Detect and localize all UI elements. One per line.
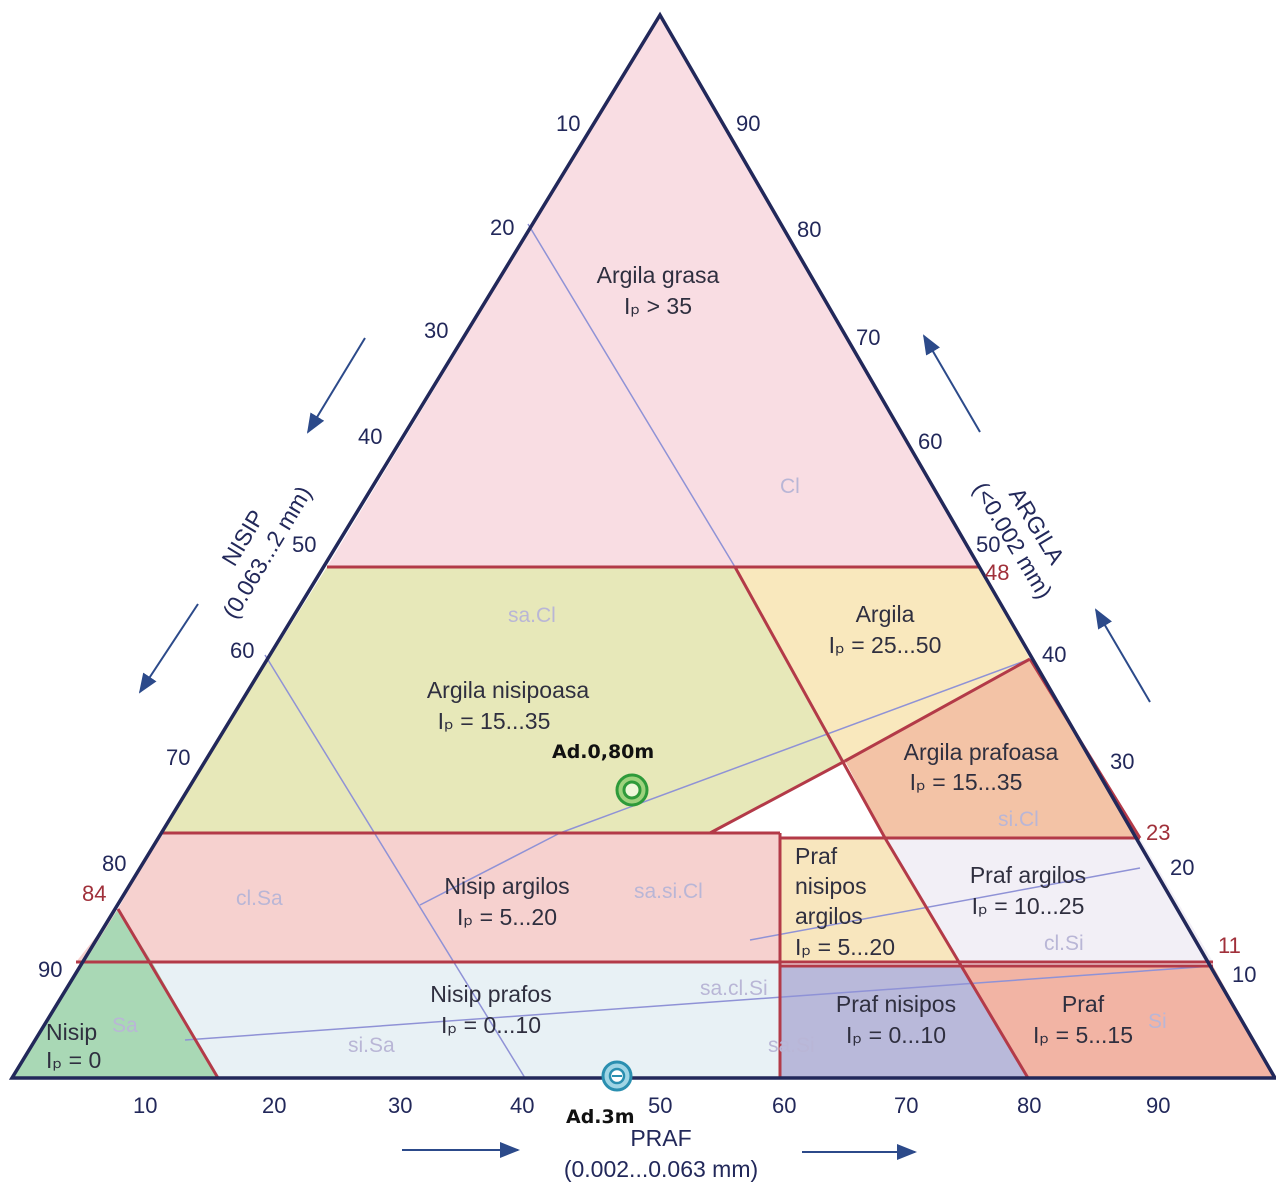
samples: Ad.0,80m Ad.3m	[552, 741, 654, 1128]
bottom-tick-40: 40	[510, 1093, 534, 1118]
right-tick-10: 10	[1232, 962, 1256, 987]
sample-marker-ad-0-80m	[615, 773, 649, 807]
sample-marker-ad-3m	[601, 1060, 633, 1092]
bottom-axis-ticks: 10 20 30 40 50 60 70 80 90	[133, 1093, 1170, 1118]
ip-nisip-prafos: Iₚ = 0...10	[441, 1012, 541, 1038]
label-argila-nisipoasa: Argila nisipoasa	[427, 677, 590, 703]
code-cl-si: cl.Si	[1044, 932, 1084, 955]
zone-praf-nisipos-argilos	[780, 838, 960, 962]
bottom-axis-title: PRAF	[630, 1125, 691, 1151]
bottom-tick-20: 20	[262, 1093, 286, 1118]
bottom-tick-60: 60	[772, 1093, 796, 1118]
left-tick-70: 70	[166, 745, 190, 770]
ip-praf-nisipos-argilos: Iₚ = 5...20	[795, 934, 895, 960]
ip-nisip: Iₚ = 0	[46, 1047, 101, 1073]
sample-label-ad-3m: Ad.3m	[566, 1106, 635, 1128]
bottom-tick-50: 50	[648, 1093, 672, 1118]
arrow-right-lower	[1094, 608, 1151, 703]
code-sa-si: sa.Si	[768, 1034, 815, 1057]
right-tick-20: 20	[1170, 855, 1194, 880]
zone-nisip	[12, 909, 218, 1078]
bottom-tick-70: 70	[894, 1093, 918, 1118]
zone-codes: Cl sa.Cl si.Cl cl.Sa sa.si.Cl cl.Si sa.c…	[112, 475, 1167, 1057]
left-tick-80: 80	[102, 851, 126, 876]
right-tick-90: 90	[736, 111, 760, 136]
ip-argila: Iₚ = 25...50	[829, 632, 942, 658]
ip-argila-nisipoasa: Iₚ = 15...35	[438, 708, 551, 734]
direction-arrows	[138, 334, 1151, 1160]
ip-praf-nisipos: Iₚ = 0...10	[846, 1022, 946, 1048]
left-tick-50: 50	[292, 532, 316, 557]
label-nisip-argilos: Nisip argilos	[444, 873, 569, 899]
arrow-left-lower	[138, 603, 199, 694]
zones	[12, 15, 1275, 1078]
ip-praf-argilos: Iₚ = 10...25	[972, 893, 1085, 919]
sample-label-ad-0-80m: Ad.0,80m	[552, 741, 654, 763]
bottom-axis-subtitle: (0.002...0.063 mm)	[564, 1156, 758, 1182]
code-sa-cl-si: sa.cl.Si	[700, 977, 768, 1000]
ip-argila-grasa: Iₚ > 35	[624, 293, 692, 319]
label-praf-line3: argilos	[795, 903, 863, 929]
code-sa: Sa	[112, 1014, 138, 1037]
label-praf-argilos: Praf argilos	[970, 862, 1086, 888]
zone-argila-nisipoasa	[160, 567, 845, 833]
left-marker-84: 84	[82, 881, 106, 906]
zone-praf-nisipos	[780, 966, 1028, 1078]
label-argila: Argila	[856, 601, 915, 627]
ip-praf: Iₚ = 5...15	[1033, 1022, 1133, 1048]
zone-labels: Argila grasa Iₚ > 35 Argila nisipoasa Iₚ…	[46, 262, 1133, 1073]
right-marker-23: 23	[1146, 820, 1170, 845]
left-tick-20: 20	[490, 215, 514, 240]
left-tick-40: 40	[358, 424, 382, 449]
zone-nisip-argilos	[76, 833, 780, 962]
right-tick-60: 60	[918, 429, 942, 454]
right-tick-30: 30	[1110, 749, 1134, 774]
zone-argila-prafoasa	[845, 659, 1140, 838]
left-tick-30: 30	[424, 318, 448, 343]
triangle-outline	[8, 11, 1276, 1080]
label-praf-line1: Praf	[795, 843, 838, 869]
right-tick-80: 80	[797, 217, 821, 242]
left-axis-ticks: 10 20 30 40 50 60 70 80 84 90	[38, 111, 580, 982]
right-marker-11: 11	[1218, 933, 1241, 958]
label-nisip: Nisip	[46, 1019, 97, 1045]
zone-argila-grasa	[327, 15, 980, 567]
code-si-cl: si.Cl	[998, 808, 1039, 831]
arrow-left-upper	[306, 337, 366, 434]
zone-praf	[962, 966, 1275, 1078]
left-tick-90: 90	[38, 957, 62, 982]
right-tick-50: 50	[976, 532, 1000, 557]
label-praf-line2: nisipos	[795, 873, 867, 899]
right-marker-48: 48	[985, 560, 1009, 585]
label-praf: Praf	[1062, 991, 1105, 1017]
label-praf-nisipos: Praf nisipos	[836, 991, 956, 1017]
right-tick-70: 70	[856, 325, 880, 350]
arrow-right-upper	[922, 334, 981, 433]
left-tick-60: 60	[230, 638, 254, 663]
label-nisip-prafos: Nisip prafos	[430, 981, 551, 1007]
right-axis-ticks: 90 80 70 60 50 48 40 30 23 20 11 10	[736, 111, 1256, 987]
bottom-tick-10: 10	[133, 1093, 157, 1118]
ip-nisip-argilos: Iₚ = 5...20	[457, 904, 557, 930]
code-cl-sa: cl.Sa	[236, 887, 283, 910]
code-cl: Cl	[780, 475, 800, 498]
code-sa-cl: sa.Cl	[508, 604, 556, 627]
left-tick-10: 10	[556, 111, 580, 136]
right-tick-40: 40	[1042, 642, 1066, 667]
code-sa-si-cl: sa.si.Cl	[634, 880, 703, 903]
ip-argila-prafoasa: Iₚ = 15...35	[910, 769, 1023, 795]
bottom-tick-80: 80	[1017, 1093, 1041, 1118]
code-si-sa: si.Sa	[348, 1034, 395, 1057]
zone-white-gap	[710, 761, 885, 838]
label-argila-grasa: Argila grasa	[597, 262, 720, 288]
bottom-tick-30: 30	[388, 1093, 412, 1118]
bottom-tick-90: 90	[1146, 1093, 1170, 1118]
code-si: Si	[1148, 1010, 1167, 1033]
zone-argila	[735, 567, 1030, 761]
label-argila-prafoasa: Argila prafoasa	[904, 739, 1059, 765]
